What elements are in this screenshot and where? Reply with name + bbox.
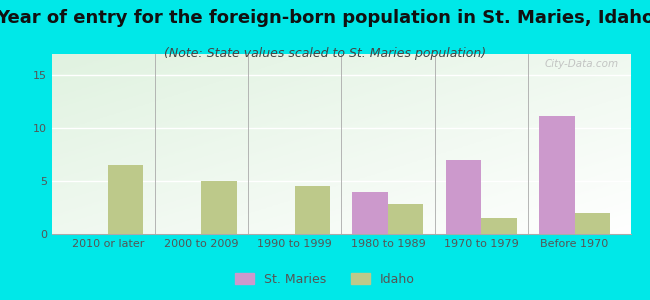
Bar bbox=[294, 186, 330, 234]
Bar bbox=[388, 204, 423, 234]
Bar bbox=[352, 192, 388, 234]
Bar bbox=[108, 165, 144, 234]
Bar bbox=[539, 116, 575, 234]
Legend: St. Maries, Idaho: St. Maries, Idaho bbox=[230, 268, 420, 291]
Bar bbox=[481, 218, 517, 234]
Bar bbox=[575, 213, 610, 234]
Bar bbox=[202, 181, 237, 234]
Text: City-Data.com: City-Data.com bbox=[545, 59, 619, 69]
Text: (Note: State values scaled to St. Maries population): (Note: State values scaled to St. Maries… bbox=[164, 46, 486, 59]
Text: Year of entry for the foreign-born population in St. Maries, Idaho: Year of entry for the foreign-born popul… bbox=[0, 9, 650, 27]
Bar bbox=[446, 160, 481, 234]
